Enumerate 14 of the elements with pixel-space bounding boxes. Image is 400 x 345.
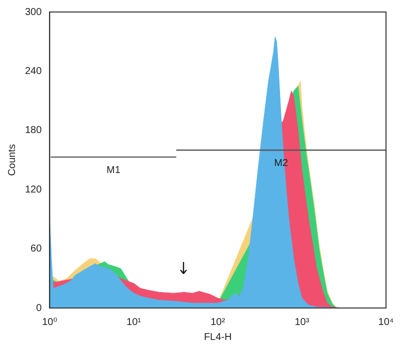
x-tick-label: 10³: [294, 316, 310, 328]
y-tick-label: 60: [30, 244, 42, 255]
x-tick-label: 10⁰: [42, 316, 58, 328]
x-axis-title: FL4-H: [204, 332, 232, 343]
series-label: M1: [106, 164, 121, 176]
y-tick-label: 120: [24, 184, 42, 196]
y-tick-label: 0: [36, 302, 42, 314]
y-tick-label: 240: [24, 66, 42, 77]
y-tick-label: 180: [24, 125, 42, 136]
y-tick-label: 300: [24, 6, 42, 18]
x-tick-label: 10¹: [126, 316, 142, 328]
x-tick-label: 10²: [210, 316, 226, 328]
y-axis-title: Counts: [6, 144, 18, 176]
x-tick-label: 10⁴: [378, 316, 394, 328]
